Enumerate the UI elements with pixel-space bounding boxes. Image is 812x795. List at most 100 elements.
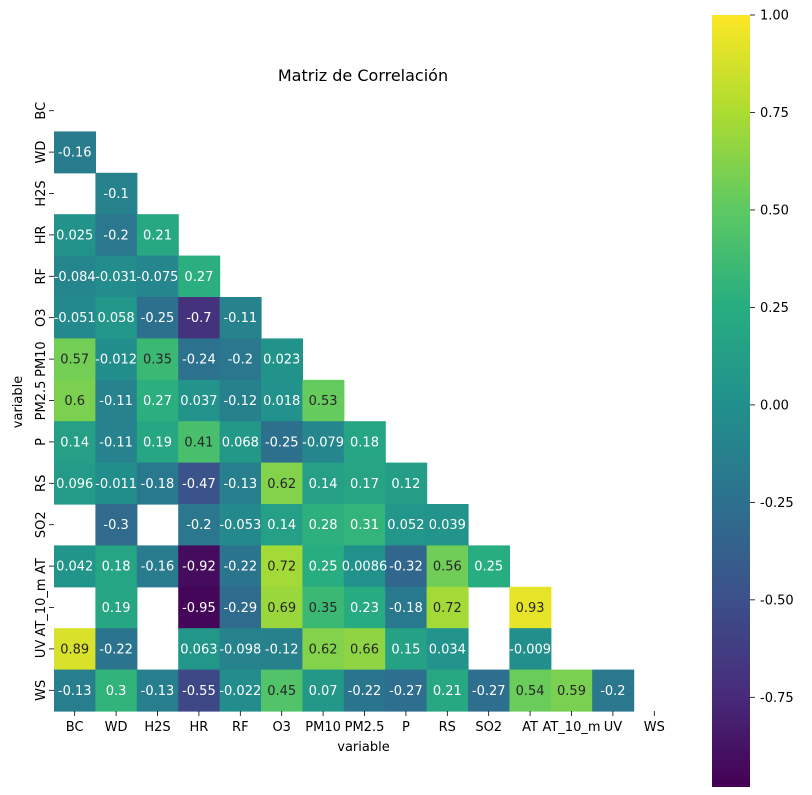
x-tick-label: O3 [272, 720, 291, 735]
y-tick-label: PM2.5 [34, 381, 49, 421]
cell-value-label: 0.72 [433, 601, 462, 616]
heatmap-cell [261, 504, 303, 546]
cell-value-label: -0.27 [472, 684, 506, 699]
cell-value-label: 0.17 [350, 477, 379, 492]
heatmap-cell [54, 255, 96, 298]
cell-value-label: 0.89 [60, 642, 89, 657]
y-tick-label: RS [34, 475, 49, 492]
x-tick-label: PM10 [305, 720, 341, 735]
heatmap-cell [509, 628, 552, 671]
cell-value-label: -0.051 [54, 311, 96, 326]
cell-value-label: 0.042 [56, 560, 93, 575]
cell-value-label: -0.075 [137, 270, 179, 285]
cell-value-label: 0.063 [180, 642, 217, 657]
heatmap-cell [219, 669, 262, 712]
cell-value-label: 0.19 [143, 435, 172, 450]
colorbar-tick-label: 1.00 [760, 9, 789, 24]
heatmap-cell [178, 462, 221, 505]
x-tick-label: BC [66, 720, 84, 735]
heatmap-cell [54, 669, 96, 712]
cell-value-label: -0.1 [103, 187, 128, 202]
cell-value-label: 0.018 [263, 394, 300, 409]
y-tick-label: H2S [34, 180, 49, 206]
heatmap-cell [95, 255, 138, 298]
heatmap-cell [302, 545, 345, 588]
y-tick-label: BC [34, 102, 49, 120]
colorbar-tick-label: 0.50 [760, 203, 789, 218]
cell-value-label: 0.052 [387, 518, 424, 533]
cell-value-label: -0.16 [58, 146, 92, 161]
cell-value-label: 0.31 [350, 518, 379, 533]
cell-value-label: 0.69 [267, 601, 296, 616]
heatmap-cell [385, 628, 428, 671]
cell-value-label: 0.35 [309, 601, 338, 616]
cell-value-label: -0.29 [223, 601, 257, 616]
cell-value-label: 0.72 [267, 560, 296, 575]
cell-value-label: 0.15 [391, 642, 420, 657]
cell-value-label: -0.11 [99, 435, 133, 450]
heatmap-cell [136, 379, 179, 422]
y-axis-label: variable [11, 376, 26, 428]
cell-value-label: -0.11 [223, 311, 257, 326]
x-axis-label: variable [337, 740, 389, 755]
cell-value-label: -0.12 [223, 394, 257, 409]
heatmap-cell [261, 379, 303, 422]
cell-value-label: 0.23 [350, 601, 379, 616]
heatmap-cell [219, 421, 262, 464]
heatmap-cell [219, 545, 262, 588]
heatmap-cell [95, 338, 138, 381]
heatmap-cell [385, 545, 428, 588]
heatmap-cell [219, 628, 262, 671]
heatmap-cell [302, 504, 345, 546]
cell-value-label: -0.012 [95, 353, 137, 368]
cell-value-label: 0.35 [143, 353, 172, 368]
heatmap-cell [343, 421, 386, 464]
cell-value-label: -0.098 [219, 642, 261, 657]
heatmap-cell [385, 462, 428, 505]
y-tick-label: PM10 [34, 341, 49, 377]
cell-value-label: -0.12 [265, 642, 299, 657]
cell-value-label: 0.62 [267, 477, 296, 492]
x-tick-label: RF [232, 720, 249, 735]
cell-value-label: 0.18 [102, 560, 131, 575]
cell-value-label: -0.27 [389, 684, 423, 699]
heatmap-cell [550, 669, 593, 712]
heatmap-cell [178, 421, 221, 464]
cell-value-label: -0.47 [182, 477, 216, 492]
cell-value-label: -0.24 [182, 353, 216, 368]
x-tick-label: P [402, 720, 410, 735]
cell-value-label: -0.25 [265, 435, 299, 450]
cell-value-label: -0.009 [509, 642, 551, 657]
cell-value-label: 0.14 [267, 518, 296, 533]
heatmap-cell [343, 669, 386, 712]
heatmap-cell [54, 462, 96, 505]
heatmap-cell [136, 214, 179, 257]
y-tick-label: RF [34, 268, 49, 285]
heatmap-cell [136, 338, 179, 381]
cell-value-label: -0.22 [348, 684, 382, 699]
cell-value-label: 0.07 [309, 684, 338, 699]
cell-value-label: 0.56 [433, 560, 462, 575]
cell-value-label: 0.53 [309, 394, 338, 409]
heatmap-cell-labels: -0.16 -0.1 0.025 -0.2 0.21 -0.084 -0.031 -0.075… [54, 146, 626, 699]
heatmap-cell [468, 669, 510, 712]
heatmap-cell [178, 338, 221, 381]
cell-value-label: 0.039 [429, 518, 466, 533]
heatmap-cell [178, 545, 221, 588]
cell-value-label: 0.096 [56, 477, 93, 492]
cell-value-label: 0.62 [309, 642, 338, 657]
cell-value-label: 0.41 [184, 435, 213, 450]
cell-value-label: 0.25 [309, 560, 338, 575]
heatmap-cell [54, 131, 96, 174]
heatmap-cell [95, 297, 138, 339]
heatmap-cell [343, 504, 386, 546]
chart-title: Matriz de Correlación [278, 66, 448, 85]
y-tick-label: WD [34, 141, 49, 164]
heatmap-cell [261, 586, 303, 629]
cell-value-label: -0.22 [223, 560, 257, 575]
cell-value-label: 0.45 [267, 684, 296, 699]
colorbar-tick-label: -0.75 [760, 691, 794, 706]
heatmap-cell [385, 669, 428, 712]
heatmap-cell [95, 379, 138, 422]
heatmap-cell [219, 379, 262, 422]
